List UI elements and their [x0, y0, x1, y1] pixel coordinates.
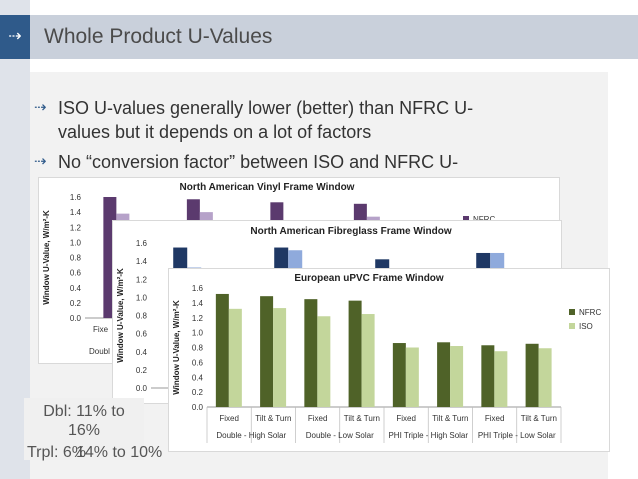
y-tick-label: 0.2	[70, 299, 82, 308]
y-tick-label: 0.4	[70, 284, 82, 293]
group-label: Doubl	[89, 347, 110, 356]
category-label: Tilt & Turn	[521, 414, 557, 423]
y-tick-label: 1.4	[70, 208, 82, 217]
legend-swatch	[463, 216, 469, 222]
y-tick-label: 0.6	[70, 269, 82, 278]
bullet-1-line-1: ISO U-values generally lower (better) th…	[58, 98, 474, 118]
bullet-1-line-2: values but it depends on a lot of factor…	[58, 122, 372, 142]
y-tick-label: 1.0	[70, 238, 82, 247]
bar-nfrc	[215, 293, 229, 407]
y-tick-label: 0.4	[192, 373, 204, 382]
y-tick-label: 0.2	[136, 366, 148, 375]
category-label: Fixed	[308, 414, 328, 423]
y-tick-label: 1.2	[70, 223, 82, 232]
chart-upvc-svg: European uPVC Frame Window Window U-Value…	[172, 273, 601, 443]
category-label: Fixed	[219, 414, 239, 423]
chart-title: North American Vinyl Frame Window	[180, 182, 355, 193]
category-label: Fixed	[485, 414, 505, 423]
bar-nfrc	[348, 300, 362, 407]
y-axis-label: Window U-Value, W/m²-K	[116, 268, 125, 363]
bullet-arrow-icon: ⇢	[34, 99, 47, 116]
y-tick-label: 1.2	[136, 275, 148, 284]
y-tick-label: 0.4	[136, 348, 148, 357]
group-label: PHI Triple - Low Solar	[478, 431, 556, 440]
chart-title: European uPVC Frame Window	[294, 273, 444, 284]
y-tick-label: 0.8	[70, 254, 82, 263]
category-label: Fixed	[396, 414, 416, 423]
bar-nfrc	[304, 299, 318, 407]
category-label: Tilt & Turn	[255, 414, 291, 423]
bar-iso	[494, 351, 508, 407]
bar-nfrc	[525, 343, 539, 407]
y-tick-label: 0.0	[192, 403, 204, 412]
legend-swatch	[569, 309, 575, 315]
y-tick-label: 1.6	[70, 193, 82, 202]
y-axis-label: Window U-Value, W/m²-K	[172, 300, 181, 395]
y-tick-label: 0.2	[192, 388, 204, 397]
y-tick-label: 0.6	[136, 330, 148, 339]
page-title: Whole Product U-Values	[44, 25, 273, 48]
bullet-2-line-1: No “conversion factor” between ISO and N…	[58, 152, 459, 172]
legend-swatch	[569, 323, 575, 329]
percent-callout: Dbl: 11% to 16%	[24, 398, 144, 460]
bar-iso	[273, 308, 287, 407]
double-arrow-icon: ⇢	[0, 15, 30, 59]
callout-line-2: 16%	[67, 422, 101, 439]
y-axis-label: Window U-Value, W/m²-K	[42, 210, 51, 305]
bar-iso	[405, 347, 419, 407]
bar-nfrc	[260, 296, 274, 407]
legend-label: ISO	[579, 322, 593, 331]
bar-iso	[538, 348, 552, 407]
bar-iso	[361, 314, 375, 407]
y-tick-label: 0.0	[136, 384, 148, 393]
bar-nfrc	[481, 345, 495, 407]
category-label: Tilt & Turn	[344, 414, 380, 423]
bar-nfrc	[392, 343, 406, 407]
y-tick-label: 1.2	[192, 314, 204, 323]
bullet-2: ⇢ No “conversion factor” between ISO and…	[34, 150, 578, 174]
bar-iso	[450, 346, 464, 407]
y-tick-label: 0.8	[136, 312, 148, 321]
y-tick-label: 0.6	[192, 358, 204, 367]
y-tick-label: 1.4	[136, 257, 148, 266]
y-tick-label: 1.6	[136, 239, 148, 248]
y-tick-label: 0.8	[192, 344, 204, 353]
y-tick-label: 1.4	[192, 299, 204, 308]
category-label: Fixe	[93, 325, 109, 334]
chart-title: North American Fibreglass Frame Window	[250, 226, 451, 237]
category-label: Tilt & Turn	[432, 414, 468, 423]
triple-label-a: Trpl: 6%	[27, 444, 86, 461]
triple-label-b: 14% to 10%	[76, 444, 163, 461]
callout-line-1: Dbl: 11% to	[43, 403, 125, 420]
bar-iso	[228, 308, 242, 407]
y-tick-label: 1.0	[192, 329, 204, 338]
group-label: Double - High Solar	[216, 431, 286, 440]
y-tick-label: 1.6	[192, 284, 204, 293]
y-tick-label: 1.0	[136, 293, 148, 302]
bullet-1: ⇢ ISO U-values generally lower (better) …	[34, 96, 578, 144]
legend-label: NFRC	[473, 215, 495, 224]
bar-nfrc	[437, 342, 451, 407]
group-label: PHI Triple - High Solar	[388, 431, 468, 440]
legend-label: NFRC	[579, 308, 601, 317]
bar-iso	[317, 316, 331, 407]
title-bar: ⇢ Whole Product U-Values	[0, 15, 638, 59]
y-tick-label: 0.0	[70, 314, 82, 323]
bullet-arrow-icon: ⇢	[34, 153, 47, 170]
group-label: Double - Low Solar	[306, 431, 374, 440]
chart-upvc: European uPVC Frame Window Window U-Value…	[168, 268, 610, 452]
